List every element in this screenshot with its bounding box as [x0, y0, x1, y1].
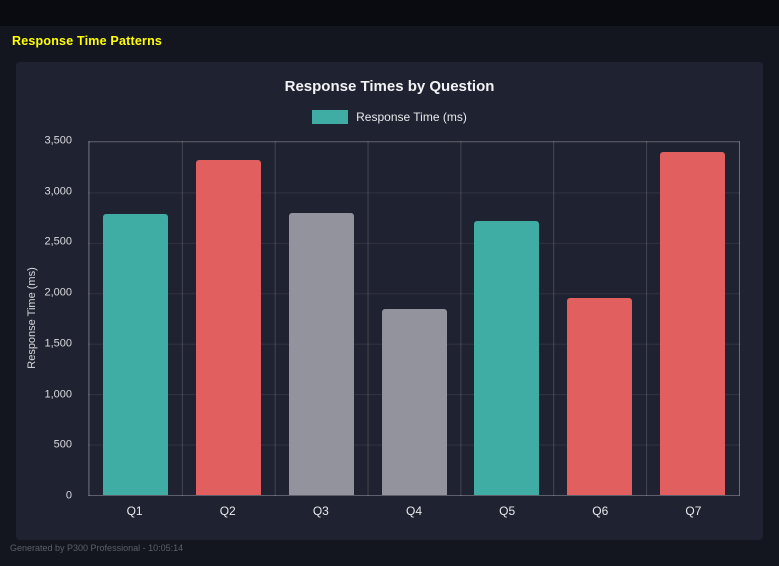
bar-slot	[646, 142, 739, 495]
x-tick-label: Q1	[126, 504, 143, 518]
y-tick-label: 0	[65, 489, 72, 502]
y-tick-label: 3,000	[44, 185, 72, 198]
plot-area	[88, 141, 740, 496]
chart-legend[interactable]: Response Time (ms)	[16, 108, 763, 126]
x-axis-labels: Q1 Q2 Q3 Q4 Q5 Q6 Q7	[88, 504, 740, 524]
x-tick-label: Q5	[499, 504, 516, 518]
bar-q1[interactable]	[102, 213, 168, 495]
bar-q3[interactable]	[288, 212, 354, 495]
page-title: Response Time Patterns	[12, 34, 163, 48]
chart-title: Response Times by Question	[284, 78, 495, 95]
top-strip	[0, 0, 779, 26]
y-tick-label: 1,500	[44, 337, 72, 350]
y-axis-ticks: 0 500 1,000 1,500 2,000 2,500 3,000 3,500	[16, 135, 80, 501]
x-tick-label: Q6	[592, 504, 609, 518]
y-tick-label: 3,500	[44, 134, 72, 147]
bar-q5[interactable]	[474, 220, 540, 495]
bar-q2[interactable]	[195, 160, 261, 495]
y-tick-label: 2,500	[44, 235, 72, 248]
bar-q4[interactable]	[381, 309, 447, 495]
x-tick-label: Q3	[312, 504, 329, 518]
y-tick-label: 2,000	[44, 286, 72, 299]
chart-panel: Response Times by Question Response Time…	[16, 62, 763, 540]
bar-slot	[553, 142, 646, 495]
legend-swatch-icon	[312, 110, 349, 124]
y-tick-label: 500	[53, 438, 72, 451]
bar-q6[interactable]	[567, 298, 633, 495]
legend-label: Response Time (ms)	[356, 110, 467, 124]
bar-slot	[89, 142, 182, 495]
y-tick-label: 1,000	[44, 388, 72, 401]
bar-slot	[182, 142, 275, 495]
bar-slot	[368, 142, 461, 495]
x-tick-label: Q2	[219, 504, 236, 518]
bar-slot	[460, 142, 553, 495]
bar-q7[interactable]	[660, 152, 726, 495]
x-tick-label: Q7	[685, 504, 702, 518]
bar-slot	[275, 142, 368, 495]
footer-text: Generated by P300 Professional - 10:05:1…	[10, 543, 184, 553]
x-tick-label: Q4	[405, 504, 422, 518]
